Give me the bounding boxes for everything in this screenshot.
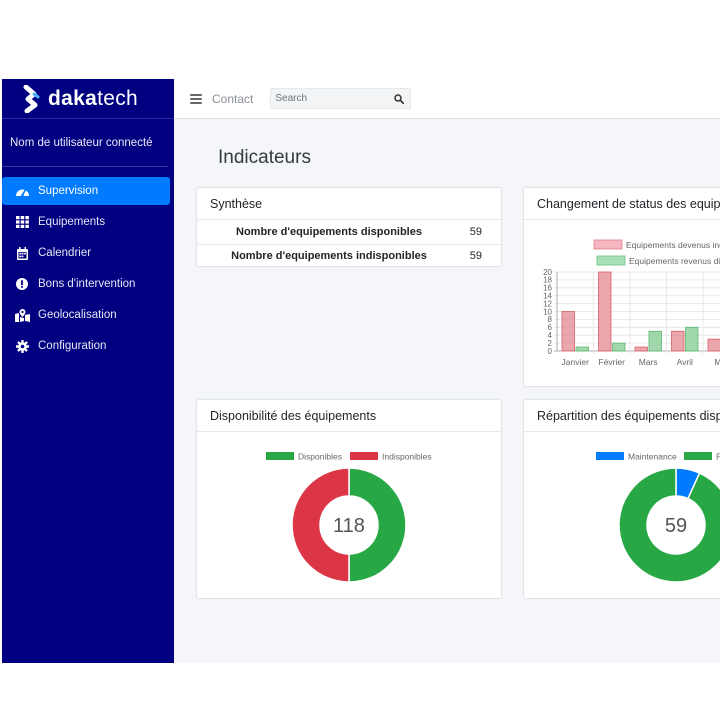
y-tick-label: 18: [543, 276, 552, 285]
doughnut-center-label: 59: [665, 515, 687, 537]
doughnut-slice[interactable]: [348, 467, 407, 583]
bar[interactable]: [598, 271, 612, 352]
y-tick-label: 8: [548, 315, 553, 324]
chart-bars: [561, 271, 720, 352]
x-tick-label: Avril: [677, 357, 693, 367]
exclamation-circle-icon: [14, 277, 30, 291]
legend-swatch: [596, 452, 624, 460]
x-tick-label: Janvier: [562, 357, 590, 367]
top-navbar: Contact: [174, 79, 720, 119]
status-change-card-title: Changement de status des equipements: [524, 188, 720, 220]
bar[interactable]: [561, 311, 575, 352]
sidebar-item-label: Bons d'intervention: [38, 278, 136, 290]
synthese-row-label: Nombre d'equipements indisponibles: [197, 244, 441, 266]
y-tick-label: 2: [548, 339, 553, 348]
availability-doughnut-chart: Disponibles Indisponibles 118: [266, 452, 432, 583]
distribution-card-title: Répartition des équipements disponibles: [524, 400, 720, 432]
legend-swatch-disponibles: [596, 255, 626, 266]
y-tick-label: 0: [548, 347, 553, 356]
sidebar-item-label: Calendrier: [38, 247, 92, 259]
legend-swatch: [266, 452, 294, 460]
search-input[interactable]: [271, 93, 389, 104]
bar[interactable]: [671, 330, 685, 352]
doughnut-center-label: 118: [333, 515, 365, 537]
menu-toggle-icon[interactable]: [190, 93, 202, 104]
synthese-card-title: Synthèse: [197, 188, 501, 220]
contact-link[interactable]: Contact: [212, 91, 254, 106]
synthese-card: Synthèse Nombre d'equipements disponible…: [196, 187, 502, 267]
legend-label: Disponibles: [298, 452, 342, 462]
search-button[interactable]: [388, 89, 410, 108]
sidebar-item-label: Geolocalisation: [38, 309, 117, 321]
x-tick-label: Mai: [714, 357, 720, 367]
map-marker-icon: [14, 308, 30, 322]
legend-label: Indisponibles: [382, 452, 432, 462]
distribution-doughnut-chart: Maintenance Fonctionnel 59: [596, 452, 720, 583]
sidebar-item-configuration[interactable]: Configuration: [2, 332, 170, 360]
sidebar-item-bons-intervention[interactable]: Bons d'intervention: [2, 270, 170, 298]
synthese-row-value: 59: [441, 244, 501, 266]
sidebar-item-geolocalisation[interactable]: Geolocalisation: [2, 301, 170, 329]
gauge-icon: [14, 184, 30, 198]
availability-card-title: Disponibilité des équipements: [197, 400, 501, 432]
x-tick-label: Mars: [639, 357, 658, 367]
chart-legend: Equipements devenus indisponibles Equipe…: [593, 239, 720, 266]
grid-icon: [14, 215, 30, 229]
synthese-table: Nombre d'equipements disponibles 59 Nomb…: [197, 220, 501, 266]
y-tick-label: 6: [548, 323, 553, 332]
sidebar-item-label: Supervision: [38, 185, 99, 197]
brand-name: dakatech: [48, 86, 138, 110]
synthese-row-label: Nombre d'equipements disponibles: [197, 220, 441, 245]
legend-swatch-indisponibles: [593, 239, 623, 250]
y-tick-label: 10: [543, 307, 552, 316]
status-bar-chart: Equipements devenus indisponibles Equipe…: [543, 239, 720, 367]
legend-label-indisponibles: Equipements devenus indisponibles: [626, 240, 720, 250]
y-tick-label: 14: [543, 292, 552, 301]
legend-label: Maintenance: [628, 452, 677, 462]
sidebar-item-equipements[interactable]: Equipements: [2, 208, 170, 236]
legend-label-disponibles: Equipements revenus disponibles: [629, 256, 720, 266]
y-tick-label: 4: [548, 331, 553, 340]
table-row: Nombre d'equipements indisponibles 59: [197, 244, 501, 266]
bar[interactable]: [575, 346, 589, 352]
sidebar-item-label: Equipements: [38, 216, 106, 228]
table-row: Nombre d'equipements disponibles 59: [197, 220, 501, 245]
gear-icon: [14, 339, 30, 353]
legend-label: Fonctionnel: [716, 452, 720, 462]
bar[interactable]: [612, 342, 626, 352]
legend-swatch: [350, 452, 378, 460]
bar[interactable]: [634, 346, 648, 352]
bar[interactable]: [648, 330, 662, 352]
bar[interactable]: [707, 338, 720, 352]
sidebar-nav: Supervision Equipements Calendrier Bons …: [2, 167, 174, 360]
y-tick-label: 20: [543, 268, 552, 277]
brand[interactable]: dakatech: [2, 79, 174, 119]
calendar-icon: [14, 246, 30, 260]
legend-swatch: [684, 452, 712, 460]
page-title: Indicateurs: [218, 147, 311, 168]
chart-x-axis: Janvier Février Mars Avril Mai: [562, 357, 720, 367]
app-window: dakatech Nom de utilisateur connecté Sup…: [2, 79, 720, 663]
synthese-row-value: 59: [441, 220, 501, 245]
status-change-card: Changement de status des equipements Equ…: [523, 187, 720, 387]
search-box: [270, 88, 412, 109]
bar[interactable]: [685, 326, 699, 352]
username[interactable]: Nom de utilisateur connecté: [2, 119, 168, 167]
availability-card: Disponibilité des équipements Disponible…: [196, 399, 502, 599]
dakatech-logo-icon: [23, 84, 40, 113]
sidebar-item-label: Configuration: [38, 340, 107, 352]
x-tick-label: Février: [599, 357, 626, 367]
sidebar-item-supervision[interactable]: Supervision: [2, 177, 170, 205]
doughnut-slice[interactable]: [618, 467, 720, 583]
y-tick-label: 16: [543, 284, 552, 293]
search-icon: [394, 93, 405, 104]
sidebar: dakatech Nom de utilisateur connecté Sup…: [2, 79, 174, 663]
y-tick-label: 12: [543, 299, 552, 308]
distribution-card: Répartition des équipements disponibles …: [523, 399, 720, 599]
sidebar-item-calendrier[interactable]: Calendrier: [2, 239, 170, 267]
doughnut-slice[interactable]: [291, 467, 350, 583]
